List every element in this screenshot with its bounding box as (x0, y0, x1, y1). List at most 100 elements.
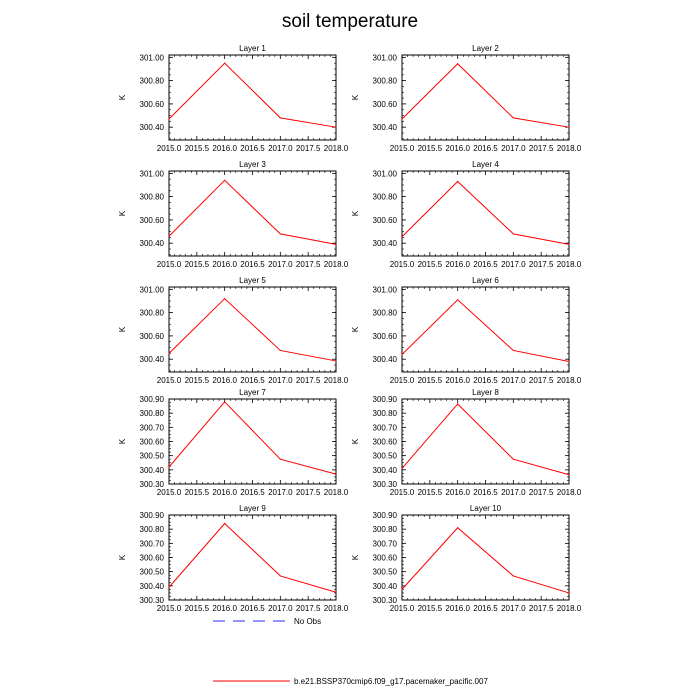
data-point (457, 63, 459, 65)
data-point (457, 299, 459, 301)
data-point (335, 591, 337, 593)
y-tick-label: 300.90 (373, 395, 398, 404)
plot-frame (168, 286, 337, 373)
data-point (401, 236, 403, 238)
x-tick-label: 2017.5 (296, 488, 321, 497)
y-tick-label: 300.40 (373, 355, 398, 364)
x-tick-label: 2015.0 (157, 260, 182, 269)
y-tick-label: 301.00 (140, 53, 165, 62)
legend: No Obs b.e21.BSSP370cmip6.f09_g17.pacema… (213, 617, 488, 686)
x-tick-label: 2017.5 (529, 376, 554, 385)
data-point (224, 298, 226, 300)
x-tick-label: 2017.5 (296, 260, 321, 269)
y-tick-label: 300.70 (140, 539, 165, 548)
x-tick-label: 2015.5 (418, 604, 443, 613)
data-point (512, 458, 514, 460)
x-tick-label: 2016.0 (212, 376, 237, 385)
x-tick-label: 2017.0 (268, 144, 293, 153)
x-tick-label: 2018.0 (557, 260, 582, 269)
y-tick-label: 300.60 (140, 332, 165, 341)
data-point (279, 233, 281, 235)
y-tick-label: 300.40 (140, 239, 165, 248)
x-tick-label: 2018.0 (557, 604, 582, 613)
legend-label-model-run: b.e21.BSSP370cmip6.f09_g17.pacemaker_pac… (294, 677, 488, 686)
series-line (401, 403, 570, 476)
data-point (279, 458, 281, 460)
x-tick-label: 2015.5 (418, 260, 443, 269)
data-point (168, 118, 170, 120)
x-tick-label: 2016.0 (212, 604, 237, 613)
x-tick-label: 2016.0 (445, 260, 470, 269)
y-tick-label: 300.60 (373, 332, 398, 341)
x-tick-label: 2016.5 (473, 488, 498, 497)
x-tick-label: 2015.0 (390, 488, 415, 497)
x-tick-label: 2016.5 (240, 260, 265, 269)
panel-title: Layer 10 (470, 504, 502, 513)
x-tick-label: 2015.5 (418, 144, 443, 153)
y-tick-label: 300.90 (140, 395, 165, 404)
y-tick-label: 300.80 (140, 193, 165, 202)
plot-frame (401, 170, 570, 257)
x-tick-label: 2017.0 (501, 260, 526, 269)
y-tick-label: 300.80 (373, 309, 398, 318)
panel-title: Layer 7 (239, 388, 266, 397)
x-tick-label: 2015.5 (185, 144, 210, 153)
x-tick-label: 2015.5 (418, 376, 443, 385)
data-point (457, 527, 459, 529)
y-tick-label: 300.60 (140, 100, 165, 109)
y-axis-label: K (351, 554, 360, 560)
data-point (512, 233, 514, 235)
plot-frame (401, 54, 570, 141)
x-tick-label: 2015.5 (185, 376, 210, 385)
data-point (335, 473, 337, 475)
y-axis-label: K (118, 554, 127, 560)
x-tick-label: 2017.5 (529, 260, 554, 269)
y-axis-label: K (118, 326, 127, 332)
x-tick-label: 2015.0 (390, 376, 415, 385)
series-line (168, 179, 337, 245)
y-tick-label: 300.90 (140, 511, 165, 520)
x-tick-label: 2015.0 (157, 376, 182, 385)
y-tick-label: 300.30 (140, 480, 165, 489)
x-tick-label: 2018.0 (557, 376, 582, 385)
y-axis-label: K (118, 94, 127, 100)
y-tick-label: 300.60 (140, 438, 165, 447)
data-point (568, 360, 570, 363)
x-tick-label: 2016.5 (473, 604, 498, 613)
series-line (168, 62, 337, 128)
x-tick-label: 2017.5 (296, 376, 321, 385)
data-point (335, 243, 337, 245)
y-tick-label: 300.70 (373, 539, 398, 548)
x-tick-label: 2015.0 (390, 260, 415, 269)
x-tick-label: 2018.0 (557, 488, 582, 497)
x-tick-label: 2017.0 (268, 376, 293, 385)
y-axis-label: K (351, 326, 360, 332)
y-tick-label: 301.00 (373, 53, 398, 62)
x-tick-label: 2017.5 (529, 488, 554, 497)
x-tick-label: 2016.5 (240, 488, 265, 497)
x-tick-label: 2016.5 (240, 604, 265, 613)
y-tick-label: 300.30 (140, 596, 165, 605)
legend-label-no-obs: No Obs (294, 617, 321, 626)
data-point (401, 467, 403, 470)
series-line (168, 297, 337, 362)
x-tick-label: 2017.5 (296, 144, 321, 153)
x-tick-label: 2015.5 (418, 488, 443, 497)
y-tick-label: 300.40 (373, 239, 398, 248)
panel-title: Layer 2 (472, 44, 499, 53)
x-tick-label: 2015.0 (157, 488, 182, 497)
x-tick-label: 2017.0 (268, 604, 293, 613)
x-tick-label: 2015.5 (185, 488, 210, 497)
x-tick-label: 2017.5 (296, 604, 321, 613)
y-tick-label: 301.00 (140, 285, 165, 294)
series-line (168, 522, 337, 593)
data-point (224, 62, 226, 64)
y-tick-label: 300.30 (373, 596, 398, 605)
x-tick-label: 2015.0 (157, 144, 182, 153)
x-tick-label: 2017.0 (501, 144, 526, 153)
